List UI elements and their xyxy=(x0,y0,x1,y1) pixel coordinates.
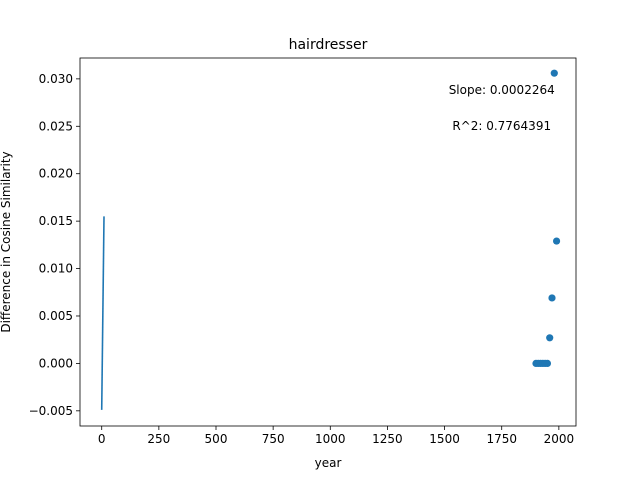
plot-frame xyxy=(79,57,577,427)
data-point xyxy=(546,334,554,342)
x-axis-label: year xyxy=(315,456,342,470)
y-tick-label: −0.005 xyxy=(29,404,73,418)
y-tick-label: 0.015 xyxy=(39,214,73,228)
data-point xyxy=(543,359,552,368)
x-tick-label: 1000 xyxy=(315,432,346,446)
x-tick-label: 0 xyxy=(98,432,106,446)
data-point xyxy=(552,237,561,245)
data-point xyxy=(548,294,556,302)
x-tick-label: 250 xyxy=(147,432,170,446)
chart-title: hairdresser xyxy=(289,37,368,53)
trend-line xyxy=(100,216,105,410)
y-axis-label: Difference in Cosine Similarity xyxy=(0,151,13,332)
x-tick-label: 750 xyxy=(262,432,285,446)
x-tick-label: 1250 xyxy=(372,432,403,446)
plot-area: 0 250 500 750 1000 1250 1500 1750 2000 −0.005 0.00… xyxy=(29,69,575,446)
y-tick-label: 0.000 xyxy=(39,356,73,370)
y-tick-label: 0.010 xyxy=(39,262,73,276)
x-tick-label: 2000 xyxy=(544,432,575,446)
x-tick-label: 1750 xyxy=(486,432,517,446)
y-tick-label: 0.005 xyxy=(39,309,73,323)
y-tick-label: 0.030 xyxy=(39,72,73,86)
x-tick-label: 1500 xyxy=(429,432,460,446)
annotation: R^2: 0.7764391 xyxy=(452,119,551,133)
annotation: Slope: 0.0002264 xyxy=(449,83,555,97)
y-tick-label: 0.025 xyxy=(39,119,73,133)
y-tick-label: 0.020 xyxy=(39,167,73,181)
x-tick-label: 500 xyxy=(205,432,228,446)
data-point xyxy=(550,69,558,77)
